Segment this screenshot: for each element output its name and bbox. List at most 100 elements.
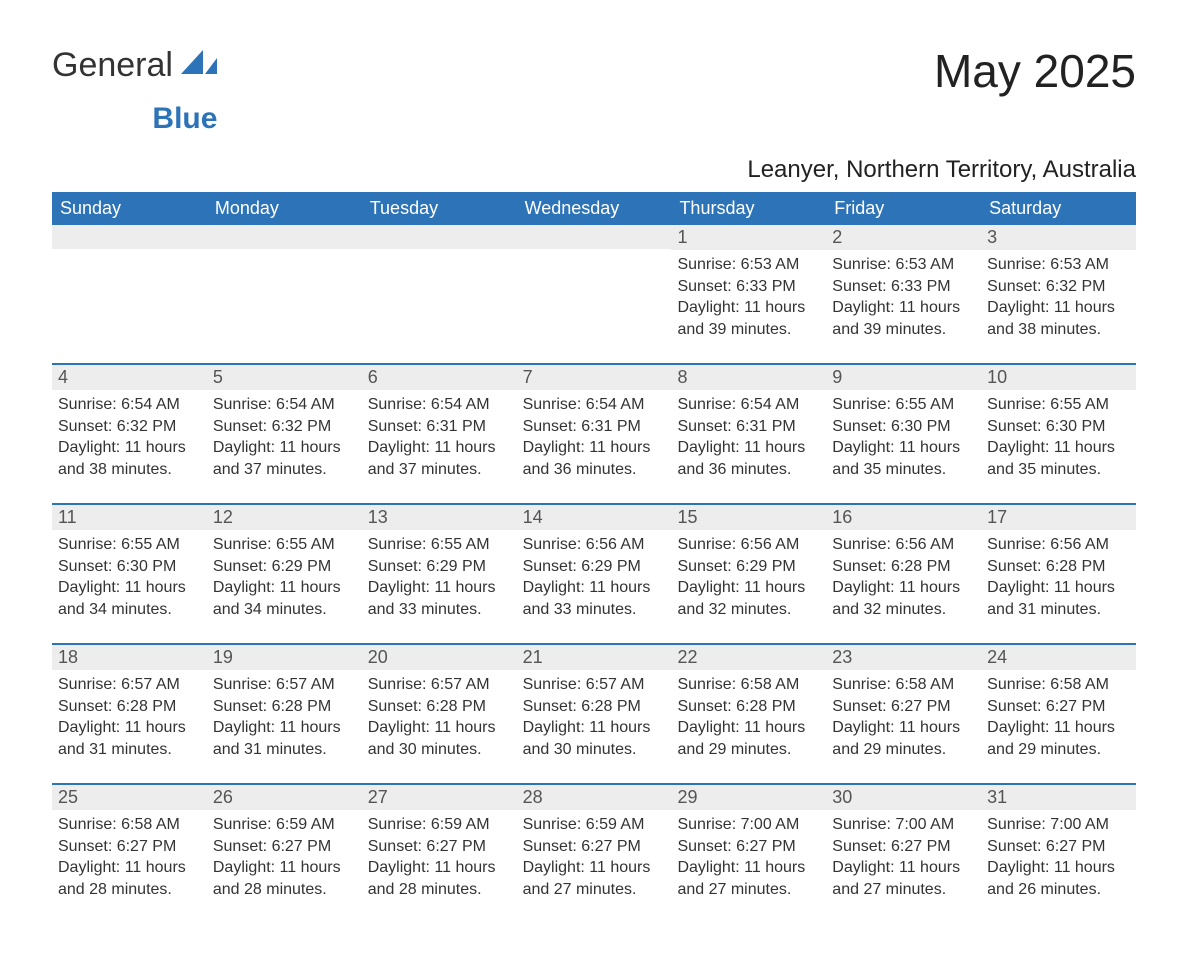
day-number: 19 [207,645,362,670]
sunset-line: Sunset: 6:27 PM [523,836,666,858]
calendar-day: 2Sunrise: 6:53 AMSunset: 6:33 PMDaylight… [826,225,981,363]
sunrise-line: Sunrise: 6:58 AM [677,674,820,696]
calendar-header-row: Sunday Monday Tuesday Wednesday Thursday… [52,192,1136,225]
day-body: Sunrise: 6:58 AMSunset: 6:27 PMDaylight:… [981,670,1136,764]
brand-general-text: General [52,46,173,84]
sunrise-line: Sunrise: 6:54 AM [368,394,511,416]
calendar-week: 11Sunrise: 6:55 AMSunset: 6:30 PMDayligh… [52,503,1136,643]
day-number: 1 [671,225,826,250]
dow-saturday: Saturday [981,192,1136,225]
sunset-line: Sunset: 6:31 PM [523,416,666,438]
daylight-line: Daylight: 11 hours and 26 minutes. [987,857,1130,900]
calendar-day [517,225,672,363]
sunrise-line: Sunrise: 7:00 AM [987,814,1130,836]
calendar-day: 23Sunrise: 6:58 AMSunset: 6:27 PMDayligh… [826,645,981,783]
sunset-line: Sunset: 6:31 PM [677,416,820,438]
daylight-line: Daylight: 11 hours and 38 minutes. [987,297,1130,340]
sunset-line: Sunset: 6:28 PM [368,696,511,718]
daylight-line: Daylight: 11 hours and 30 minutes. [368,717,511,760]
daylight-line: Daylight: 11 hours and 31 minutes. [213,717,356,760]
day-body: Sunrise: 6:56 AMSunset: 6:29 PMDaylight:… [671,530,826,624]
calendar-day: 8Sunrise: 6:54 AMSunset: 6:31 PMDaylight… [671,365,826,503]
day-number: 26 [207,785,362,810]
calendar-day: 17Sunrise: 6:56 AMSunset: 6:28 PMDayligh… [981,505,1136,643]
sunset-line: Sunset: 6:32 PM [58,416,201,438]
sunset-line: Sunset: 6:32 PM [987,276,1130,298]
day-number: 15 [671,505,826,530]
daylight-line: Daylight: 11 hours and 39 minutes. [832,297,975,340]
day-body: Sunrise: 6:57 AMSunset: 6:28 PMDaylight:… [52,670,207,764]
daylight-line: Daylight: 11 hours and 27 minutes. [677,857,820,900]
sunrise-line: Sunrise: 6:57 AM [523,674,666,696]
sunset-line: Sunset: 6:27 PM [832,836,975,858]
calendar-day: 21Sunrise: 6:57 AMSunset: 6:28 PMDayligh… [517,645,672,783]
day-number: 14 [517,505,672,530]
sunset-line: Sunset: 6:29 PM [677,556,820,578]
sunset-line: Sunset: 6:28 PM [832,556,975,578]
calendar-week: 18Sunrise: 6:57 AMSunset: 6:28 PMDayligh… [52,643,1136,783]
day-body: Sunrise: 6:54 AMSunset: 6:32 PMDaylight:… [52,390,207,484]
sunrise-line: Sunrise: 6:59 AM [523,814,666,836]
day-body: Sunrise: 6:57 AMSunset: 6:28 PMDaylight:… [517,670,672,764]
calendar-day: 19Sunrise: 6:57 AMSunset: 6:28 PMDayligh… [207,645,362,783]
day-number: 29 [671,785,826,810]
daylight-line: Daylight: 11 hours and 39 minutes. [677,297,820,340]
calendar-day: 31Sunrise: 7:00 AMSunset: 6:27 PMDayligh… [981,785,1136,923]
calendar-week: 4Sunrise: 6:54 AMSunset: 6:32 PMDaylight… [52,363,1136,503]
daylight-line: Daylight: 11 hours and 30 minutes. [523,717,666,760]
daylight-line: Daylight: 11 hours and 28 minutes. [213,857,356,900]
day-body: Sunrise: 6:56 AMSunset: 6:28 PMDaylight:… [826,530,981,624]
day-body: Sunrise: 6:53 AMSunset: 6:33 PMDaylight:… [671,250,826,344]
calendar-day: 14Sunrise: 6:56 AMSunset: 6:29 PMDayligh… [517,505,672,643]
sunrise-line: Sunrise: 6:56 AM [677,534,820,556]
sunrise-line: Sunrise: 6:55 AM [213,534,356,556]
daylight-line: Daylight: 11 hours and 33 minutes. [368,577,511,620]
day-body: Sunrise: 6:54 AMSunset: 6:31 PMDaylight:… [671,390,826,484]
day-number: 21 [517,645,672,670]
day-body: Sunrise: 6:57 AMSunset: 6:28 PMDaylight:… [362,670,517,764]
sunset-line: Sunset: 6:28 PM [677,696,820,718]
calendar-day: 16Sunrise: 6:56 AMSunset: 6:28 PMDayligh… [826,505,981,643]
sunrise-line: Sunrise: 6:55 AM [368,534,511,556]
location-subtitle: Leanyer, Northern Territory, Australia [52,156,1136,184]
day-number [207,225,362,249]
calendar-day: 4Sunrise: 6:54 AMSunset: 6:32 PMDaylight… [52,365,207,503]
sunset-line: Sunset: 6:30 PM [987,416,1130,438]
daylight-line: Daylight: 11 hours and 36 minutes. [677,437,820,480]
sunrise-line: Sunrise: 6:58 AM [987,674,1130,696]
calendar-week: 25Sunrise: 6:58 AMSunset: 6:27 PMDayligh… [52,783,1136,923]
day-number: 31 [981,785,1136,810]
sunrise-line: Sunrise: 6:57 AM [58,674,201,696]
page-title: May 2025 [934,48,1136,94]
sunrise-line: Sunrise: 6:54 AM [58,394,201,416]
calendar-day: 5Sunrise: 6:54 AMSunset: 6:32 PMDaylight… [207,365,362,503]
day-body: Sunrise: 6:58 AMSunset: 6:28 PMDaylight:… [671,670,826,764]
day-body: Sunrise: 6:59 AMSunset: 6:27 PMDaylight:… [207,810,362,904]
daylight-line: Daylight: 11 hours and 27 minutes. [832,857,975,900]
calendar-day: 13Sunrise: 6:55 AMSunset: 6:29 PMDayligh… [362,505,517,643]
day-body [362,249,517,257]
sunrise-line: Sunrise: 6:54 AM [677,394,820,416]
day-number: 27 [362,785,517,810]
sunrise-line: Sunrise: 6:55 AM [832,394,975,416]
sunrise-line: Sunrise: 6:53 AM [832,254,975,276]
calendar-day: 29Sunrise: 7:00 AMSunset: 6:27 PMDayligh… [671,785,826,923]
calendar-day: 9Sunrise: 6:55 AMSunset: 6:30 PMDaylight… [826,365,981,503]
calendar-day: 25Sunrise: 6:58 AMSunset: 6:27 PMDayligh… [52,785,207,923]
calendar-day: 10Sunrise: 6:55 AMSunset: 6:30 PMDayligh… [981,365,1136,503]
day-body: Sunrise: 7:00 AMSunset: 6:27 PMDaylight:… [826,810,981,904]
day-number: 22 [671,645,826,670]
day-number: 4 [52,365,207,390]
day-body: Sunrise: 6:59 AMSunset: 6:27 PMDaylight:… [517,810,672,904]
daylight-line: Daylight: 11 hours and 27 minutes. [523,857,666,900]
daylight-line: Daylight: 11 hours and 37 minutes. [368,437,511,480]
sunrise-line: Sunrise: 6:57 AM [368,674,511,696]
day-body: Sunrise: 6:56 AMSunset: 6:29 PMDaylight:… [517,530,672,624]
daylight-line: Daylight: 11 hours and 35 minutes. [987,437,1130,480]
day-number: 25 [52,785,207,810]
daylight-line: Daylight: 11 hours and 36 minutes. [523,437,666,480]
daylight-line: Daylight: 11 hours and 34 minutes. [58,577,201,620]
sunrise-line: Sunrise: 7:00 AM [832,814,975,836]
day-number: 16 [826,505,981,530]
day-number: 28 [517,785,672,810]
